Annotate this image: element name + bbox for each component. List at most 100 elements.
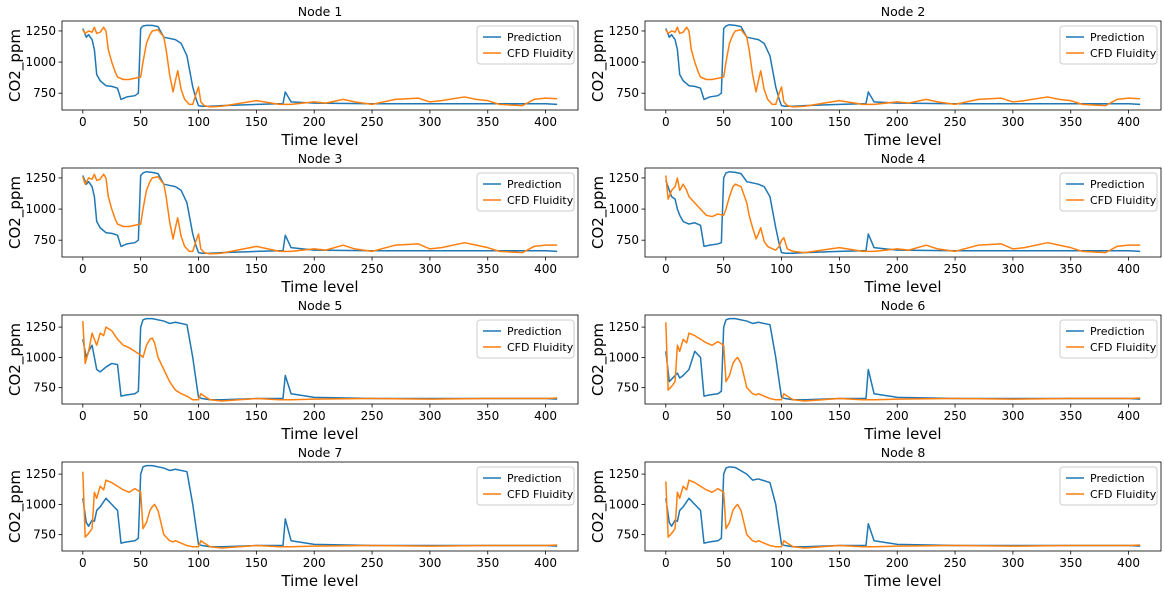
y-axis-label: CO2_ppm: [6, 323, 25, 396]
y-tick-label: 750: [33, 233, 56, 247]
y-tick-label: 750: [616, 528, 639, 542]
x-tick-label: 250: [361, 262, 384, 276]
y-tick-label: 1250: [25, 24, 56, 38]
x-tick-label: 250: [944, 556, 967, 570]
x-tick-label: 150: [245, 556, 268, 570]
x-tick-label: 100: [770, 409, 793, 423]
legend: Prediction CFD Fluidity: [1059, 172, 1158, 212]
y-axis-label: CO2_ppm: [589, 323, 608, 396]
y-tick-label: 1250: [608, 467, 639, 481]
y-tick-label: 1000: [25, 202, 56, 216]
panel-title: Node 8: [881, 445, 926, 460]
x-tick-label: 100: [187, 409, 210, 423]
x-tick-label: 150: [828, 556, 851, 570]
legend-box: [476, 25, 575, 65]
legend: Prediction CFD Fluidity: [476, 25, 575, 65]
legend: Prediction CFD Fluidity: [1059, 25, 1158, 65]
legend-label: CFD Fluidity: [1090, 341, 1157, 354]
x-tick-label: 400: [1117, 556, 1140, 570]
x-axis-label: Time level: [280, 131, 358, 149]
axes-frame: [644, 167, 1162, 258]
panel-node-6: 0 50 100 150 200 250 300 350 400 750 1000 1250 Node …: [589, 298, 1162, 443]
legend-label: Prediction: [507, 325, 562, 338]
x-tick-label: 150: [245, 262, 268, 276]
x-tick-label: 400: [1117, 115, 1140, 129]
x-tick-label: 300: [418, 409, 441, 423]
panel-title: Node 4: [881, 151, 926, 166]
x-tick-label: 150: [828, 262, 851, 276]
x-tick-label: 0: [79, 556, 87, 570]
series-line-cfd-fluidity: [665, 26, 1141, 108]
legend-box: [1059, 172, 1158, 212]
legend: Prediction CFD Fluidity: [1059, 319, 1158, 359]
legend-label: Prediction: [1090, 325, 1145, 338]
axes-frame: [61, 167, 579, 258]
y-tick-label: 1250: [608, 320, 639, 334]
panel-node-5: 0 50 100 150 200 250 300 350 400 750 1000 1250 Node …: [6, 298, 579, 443]
panel-node-4: 0 50 100 150 200 250 300 350 400 750 1000 1250 Node …: [589, 151, 1162, 296]
y-tick-label: 1000: [25, 55, 56, 69]
y-tick-label: 750: [33, 86, 56, 100]
x-tick-label: 100: [770, 262, 793, 276]
x-tick-label: 300: [418, 556, 441, 570]
x-tick-label: 100: [770, 556, 793, 570]
legend-label: CFD Fluidity: [507, 488, 574, 501]
series-line-cfd-fluidity: [665, 175, 1141, 254]
axes-frame: [61, 20, 579, 111]
x-tick-label: 50: [133, 115, 148, 129]
x-tick-label: 300: [1001, 262, 1024, 276]
x-tick-label: 300: [418, 115, 441, 129]
y-tick-label: 750: [616, 233, 639, 247]
axes-frame: [644, 461, 1162, 552]
y-axis-label: CO2_ppm: [589, 29, 608, 102]
panel-node-2: 0 50 100 150 200 250 300 350 400 750 1000 1250 Node …: [589, 4, 1162, 149]
panel-title: Node 3: [298, 151, 343, 166]
y-axis-label: CO2_ppm: [589, 470, 608, 543]
x-tick-label: 300: [418, 262, 441, 276]
series-line-cfd-fluidity: [82, 321, 558, 402]
legend-label: CFD Fluidity: [507, 341, 574, 354]
legend-label: CFD Fluidity: [1090, 194, 1157, 207]
x-tick-label: 400: [534, 556, 557, 570]
x-axis-label: Time level: [863, 278, 941, 296]
x-tick-label: 350: [476, 409, 499, 423]
x-tick-label: 0: [79, 262, 87, 276]
y-tick-label: 1250: [608, 171, 639, 185]
x-tick-label: 300: [1001, 115, 1024, 129]
x-tick-label: 0: [662, 556, 670, 570]
panel-node-3: 0 50 100 150 200 250 300 350 400 750 1000 1250 Node …: [6, 151, 579, 296]
x-tick-label: 350: [476, 115, 499, 129]
panel-node-8: 0 50 100 150 200 250 300 350 400 750 1000 1250 Node …: [589, 445, 1162, 590]
legend-label: CFD Fluidity: [507, 47, 574, 60]
legend: Prediction CFD Fluidity: [476, 466, 575, 506]
x-tick-label: 0: [662, 262, 670, 276]
series-line-prediction: [665, 317, 1141, 401]
x-tick-label: 100: [187, 556, 210, 570]
y-tick-label: 1000: [25, 350, 56, 364]
y-tick-label: 750: [33, 528, 56, 542]
y-tick-label: 1250: [25, 467, 56, 481]
y-tick-label: 750: [616, 86, 639, 100]
x-tick-label: 200: [303, 262, 326, 276]
series-line-prediction: [665, 170, 1141, 255]
x-axis-label: Time level: [863, 425, 941, 443]
legend-label: CFD Fluidity: [507, 194, 574, 207]
legend-label: Prediction: [507, 178, 562, 191]
legend-label: CFD Fluidity: [1090, 47, 1157, 60]
series-line-cfd-fluidity: [82, 173, 558, 255]
y-axis-label: CO2_ppm: [6, 470, 25, 543]
x-tick-label: 350: [1059, 409, 1082, 423]
x-tick-label: 150: [245, 409, 268, 423]
axes-frame: [61, 314, 579, 405]
panel-title: Node 2: [881, 4, 926, 19]
panel-node-7: 0 50 100 150 200 250 300 350 400 750 1000 1250 Node …: [6, 445, 579, 590]
x-tick-label: 0: [662, 115, 670, 129]
x-tick-label: 200: [886, 262, 909, 276]
series-line-prediction: [82, 170, 558, 255]
y-tick-label: 1000: [25, 497, 56, 511]
panel-title: Node 7: [298, 445, 343, 460]
x-tick-label: 350: [1059, 556, 1082, 570]
legend-box: [476, 466, 575, 506]
series-line-prediction: [665, 466, 1141, 548]
